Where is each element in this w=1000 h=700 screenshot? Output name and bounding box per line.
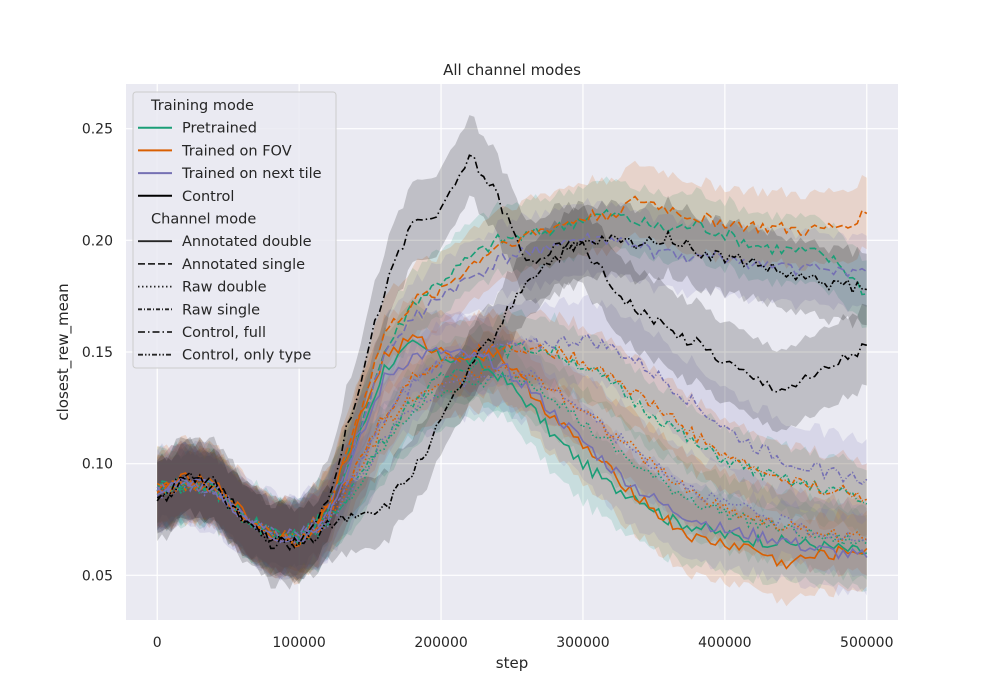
series-line [156, 229, 867, 549]
legend-box [132, 91, 337, 369]
confidence-band [157, 328, 867, 577]
legend-entry-label: Annotated single [182, 257, 305, 273]
y-tick-label: 0.20 [82, 233, 113, 249]
legend-title-channel-mode: Channel mode [151, 212, 256, 228]
x-tick-label: 300000 [556, 635, 609, 651]
y-axis-label: closest_rew_mean [54, 283, 73, 420]
series-line [156, 333, 868, 543]
legend-entry-label: Trained on FOV [181, 143, 292, 159]
y-tick-label: 0.25 [82, 122, 113, 138]
y-tick-label: 0.05 [82, 568, 113, 584]
legend-entry-label: Control, only type [182, 348, 311, 364]
confidence-band [157, 302, 867, 592]
legend-title-training-mode: Training mode [150, 98, 254, 114]
series-lines [156, 154, 868, 570]
confidence-band [157, 309, 867, 574]
series-line [156, 362, 868, 543]
series-line [156, 346, 868, 560]
series-line [156, 341, 868, 542]
x-tick-label: 100000 [272, 635, 325, 651]
confidence-band [157, 333, 867, 579]
y-tick-label: 0.15 [82, 345, 113, 361]
confidence-band [157, 176, 867, 573]
legend-entry-label: Pretrained [182, 121, 257, 137]
series-line [156, 208, 867, 540]
legend-entry-label: Control [182, 189, 234, 205]
x-tick-label: 400000 [698, 635, 751, 651]
legend-entry-label: Raw double [182, 280, 267, 296]
x-axis-label: step [496, 654, 528, 672]
confidence-band [157, 160, 867, 578]
x-ticks: 0 100000 200000 300000 400000 500000 [153, 635, 894, 651]
x-tick-label: 0 [153, 635, 162, 651]
series-line [156, 373, 868, 548]
x-tick-label: 200000 [414, 635, 467, 651]
confidence-band [157, 195, 867, 584]
legend: Training mode Pretrained Trained on FOV Tra… [132, 91, 337, 369]
y-tick-label: 0.10 [82, 457, 113, 473]
series-line [156, 367, 867, 545]
y-ticks: 0.05 0.10 0.15 0.20 0.25 [82, 122, 113, 585]
series-line [156, 154, 868, 552]
legend-entry-label: Control, full [182, 325, 266, 341]
confidence-band [157, 294, 867, 582]
legend-entry-label: Annotated double [182, 234, 312, 250]
legend-entry-label: Raw single [182, 302, 260, 318]
chart-title: All channel modes [443, 61, 581, 79]
x-tick-label: 500000 [840, 635, 893, 651]
legend-entry-label: Trained on next tile [181, 166, 322, 182]
confidence-band [157, 197, 867, 576]
confidence-band [157, 115, 867, 590]
